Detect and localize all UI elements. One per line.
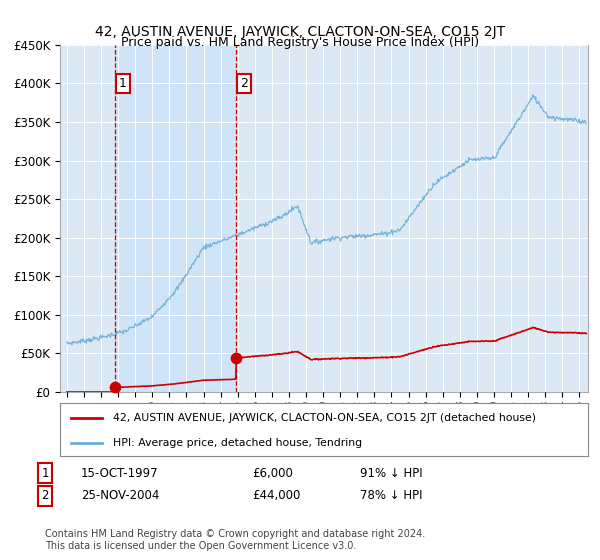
Text: 91% ↓ HPI: 91% ↓ HPI xyxy=(360,466,422,480)
Text: 42, AUSTIN AVENUE, JAYWICK, CLACTON-ON-SEA, CO15 2JT: 42, AUSTIN AVENUE, JAYWICK, CLACTON-ON-S… xyxy=(95,25,505,39)
Text: 1: 1 xyxy=(119,77,127,90)
Point xyxy=(110,383,119,392)
Text: 78% ↓ HPI: 78% ↓ HPI xyxy=(360,489,422,502)
Text: 1: 1 xyxy=(41,466,49,480)
Bar xyxy=(115,45,236,392)
Text: 2: 2 xyxy=(41,489,49,502)
Text: 42, AUSTIN AVENUE, JAYWICK, CLACTON-ON-SEA, CO15 2JT (detached house): 42, AUSTIN AVENUE, JAYWICK, CLACTON-ON-S… xyxy=(113,413,536,423)
Text: 2: 2 xyxy=(240,77,248,90)
Text: 15-OCT-1997: 15-OCT-1997 xyxy=(81,466,158,480)
Text: £44,000: £44,000 xyxy=(252,489,301,502)
Point xyxy=(231,353,241,362)
Text: £6,000: £6,000 xyxy=(252,466,293,480)
Text: Price paid vs. HM Land Registry's House Price Index (HPI): Price paid vs. HM Land Registry's House … xyxy=(121,36,479,49)
Text: 25-NOV-2004: 25-NOV-2004 xyxy=(81,489,160,502)
Text: HPI: Average price, detached house, Tendring: HPI: Average price, detached house, Tend… xyxy=(113,438,362,448)
Text: Contains HM Land Registry data © Crown copyright and database right 2024.
This d: Contains HM Land Registry data © Crown c… xyxy=(45,529,425,551)
